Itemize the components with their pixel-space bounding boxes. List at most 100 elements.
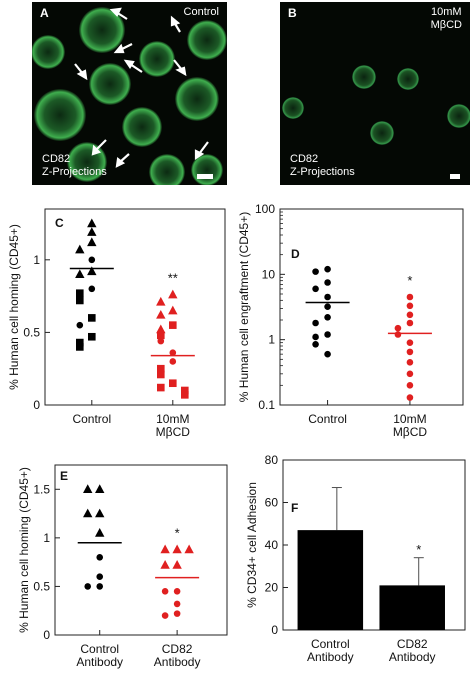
x-tick-label: MβCD bbox=[156, 425, 191, 439]
data-point-circle bbox=[406, 359, 414, 366]
chart-f: 0 20 40 60 80% CD34+ cell Adhesion F Control An… bbox=[237, 453, 474, 677]
data-point-circle bbox=[406, 370, 414, 378]
plot-area: 0 0.5 1 1.5% Human cell homing (CD45+) E Cont… bbox=[17, 464, 228, 669]
data-point-triangle bbox=[172, 544, 182, 554]
data-point-triangle bbox=[184, 544, 194, 554]
data-point-circle bbox=[157, 337, 165, 345]
x-tick-label: 10mM bbox=[393, 412, 426, 426]
data-point-circle bbox=[312, 285, 319, 293]
data-point-circle bbox=[406, 382, 414, 389]
y-axis-label: % Human cell engraftment (CD45+) bbox=[237, 212, 251, 402]
y-tick-label: 40 bbox=[265, 538, 279, 552]
panel-letter: C bbox=[55, 216, 64, 230]
y-tick-label: 0 bbox=[33, 398, 40, 412]
data-point-triangle bbox=[156, 324, 166, 334]
chart-d: 0.1 1 10 100 % Human cell engraftment (CD45+… bbox=[237, 195, 474, 450]
data-point-circle bbox=[169, 358, 177, 365]
data-point-circle bbox=[324, 350, 331, 358]
data-point-circle bbox=[406, 339, 414, 346]
panel-letter-a: A bbox=[40, 6, 49, 20]
data-point-circle bbox=[406, 311, 414, 319]
panel-letter: D bbox=[291, 247, 300, 261]
plot-area: 0 0.5 1 % Human cell homing (CD45+) C Control… bbox=[7, 208, 226, 439]
data-point-triangle bbox=[172, 560, 182, 569]
y-tick-label: 100 bbox=[255, 202, 275, 216]
condition-label-a: Control bbox=[183, 6, 219, 18]
data-point-circle bbox=[394, 331, 402, 338]
data-point-circle bbox=[406, 302, 414, 310]
x-tick-label: Control bbox=[311, 637, 350, 651]
x-tick-label: Control bbox=[72, 412, 111, 426]
chart-c: 0 0.5 1 % Human cell homing (CD45+) C Control… bbox=[0, 195, 237, 450]
data-point-triangle bbox=[95, 508, 105, 518]
data-point-triangle bbox=[87, 266, 97, 276]
data-point-square bbox=[157, 370, 165, 379]
x-tick-label: MβCD bbox=[393, 425, 428, 439]
data-point-triangle bbox=[160, 560, 170, 569]
y-axis-label: % Human cell homing (CD45+) bbox=[7, 224, 21, 390]
data-point-square bbox=[169, 321, 177, 329]
data-point-square bbox=[76, 289, 84, 298]
y-axis-label: % Human cell homing (CD45+) bbox=[17, 467, 31, 633]
data-point-triangle bbox=[156, 309, 166, 319]
data-point-circle bbox=[96, 553, 104, 561]
data-point-circle bbox=[312, 340, 319, 348]
x-tick-label: Antibody bbox=[389, 650, 436, 664]
data-point-triangle bbox=[87, 227, 97, 236]
data-point-circle bbox=[406, 293, 414, 301]
data-point-circle bbox=[161, 587, 169, 595]
panel-letter-b: B bbox=[288, 6, 297, 20]
data-point-triangle bbox=[83, 508, 93, 518]
caption-a-line1: CD82 bbox=[42, 153, 71, 165]
data-point-square bbox=[76, 343, 84, 351]
y-tick-label: 1.5 bbox=[33, 482, 50, 496]
data-point-triangle bbox=[168, 305, 178, 315]
scale-bar bbox=[197, 174, 213, 179]
bar bbox=[379, 585, 445, 630]
x-tick-label: CD82 bbox=[162, 642, 193, 656]
y-tick-label: 0 bbox=[271, 623, 278, 637]
data-point-circle bbox=[312, 333, 319, 341]
panel-letter: F bbox=[291, 501, 298, 515]
data-point-circle bbox=[96, 583, 104, 590]
plot-frame bbox=[54, 464, 228, 636]
data-point-circle bbox=[84, 583, 92, 590]
data-point-circle bbox=[312, 268, 319, 275]
data-point-circle bbox=[324, 303, 331, 310]
cell-cluster bbox=[282, 65, 470, 145]
scale-bar bbox=[450, 174, 460, 179]
data-point-circle bbox=[324, 293, 331, 301]
micrograph-b: B 10mM MβCD CD82 Z-Projections bbox=[280, 2, 470, 185]
data-point-circle bbox=[96, 573, 104, 581]
data-point-circle bbox=[406, 348, 414, 356]
data-point-square bbox=[169, 379, 177, 388]
data-point-square bbox=[157, 364, 165, 373]
data-point-circle bbox=[324, 279, 331, 286]
data-point-circle bbox=[312, 319, 319, 327]
y-tick-label: 20 bbox=[265, 581, 279, 595]
data-point-circle bbox=[406, 394, 414, 401]
significance-marker: * bbox=[416, 542, 421, 557]
data-point-square bbox=[88, 314, 96, 322]
data-point-square bbox=[157, 331, 165, 340]
data-point-circle bbox=[173, 600, 181, 608]
data-point-square bbox=[76, 338, 84, 347]
data-point-circle bbox=[161, 612, 169, 619]
data-point-triangle bbox=[95, 528, 105, 537]
data-point-circle bbox=[394, 324, 402, 332]
y-tick-label: 80 bbox=[265, 453, 279, 467]
data-point-square bbox=[157, 383, 165, 392]
y-tick-label: 0.5 bbox=[33, 579, 50, 593]
data-point-triangle bbox=[83, 484, 93, 493]
plot-frame bbox=[44, 208, 226, 406]
data-point-circle bbox=[88, 285, 96, 293]
caption-b-line1: CD82 bbox=[290, 153, 319, 165]
y-tick-label: 1 bbox=[33, 253, 40, 267]
plot-area: 0.1 1 10 100 % Human cell engraftment (CD45+… bbox=[237, 202, 464, 439]
y-tick-label: 0.5 bbox=[23, 325, 40, 339]
cell-cluster bbox=[32, 7, 227, 185]
data-point-circle bbox=[324, 313, 331, 321]
y-axis-label: % CD34+ cell Adhesion bbox=[245, 482, 259, 608]
x-tick-label: Antibody bbox=[307, 650, 354, 664]
data-point-circle bbox=[324, 331, 331, 338]
